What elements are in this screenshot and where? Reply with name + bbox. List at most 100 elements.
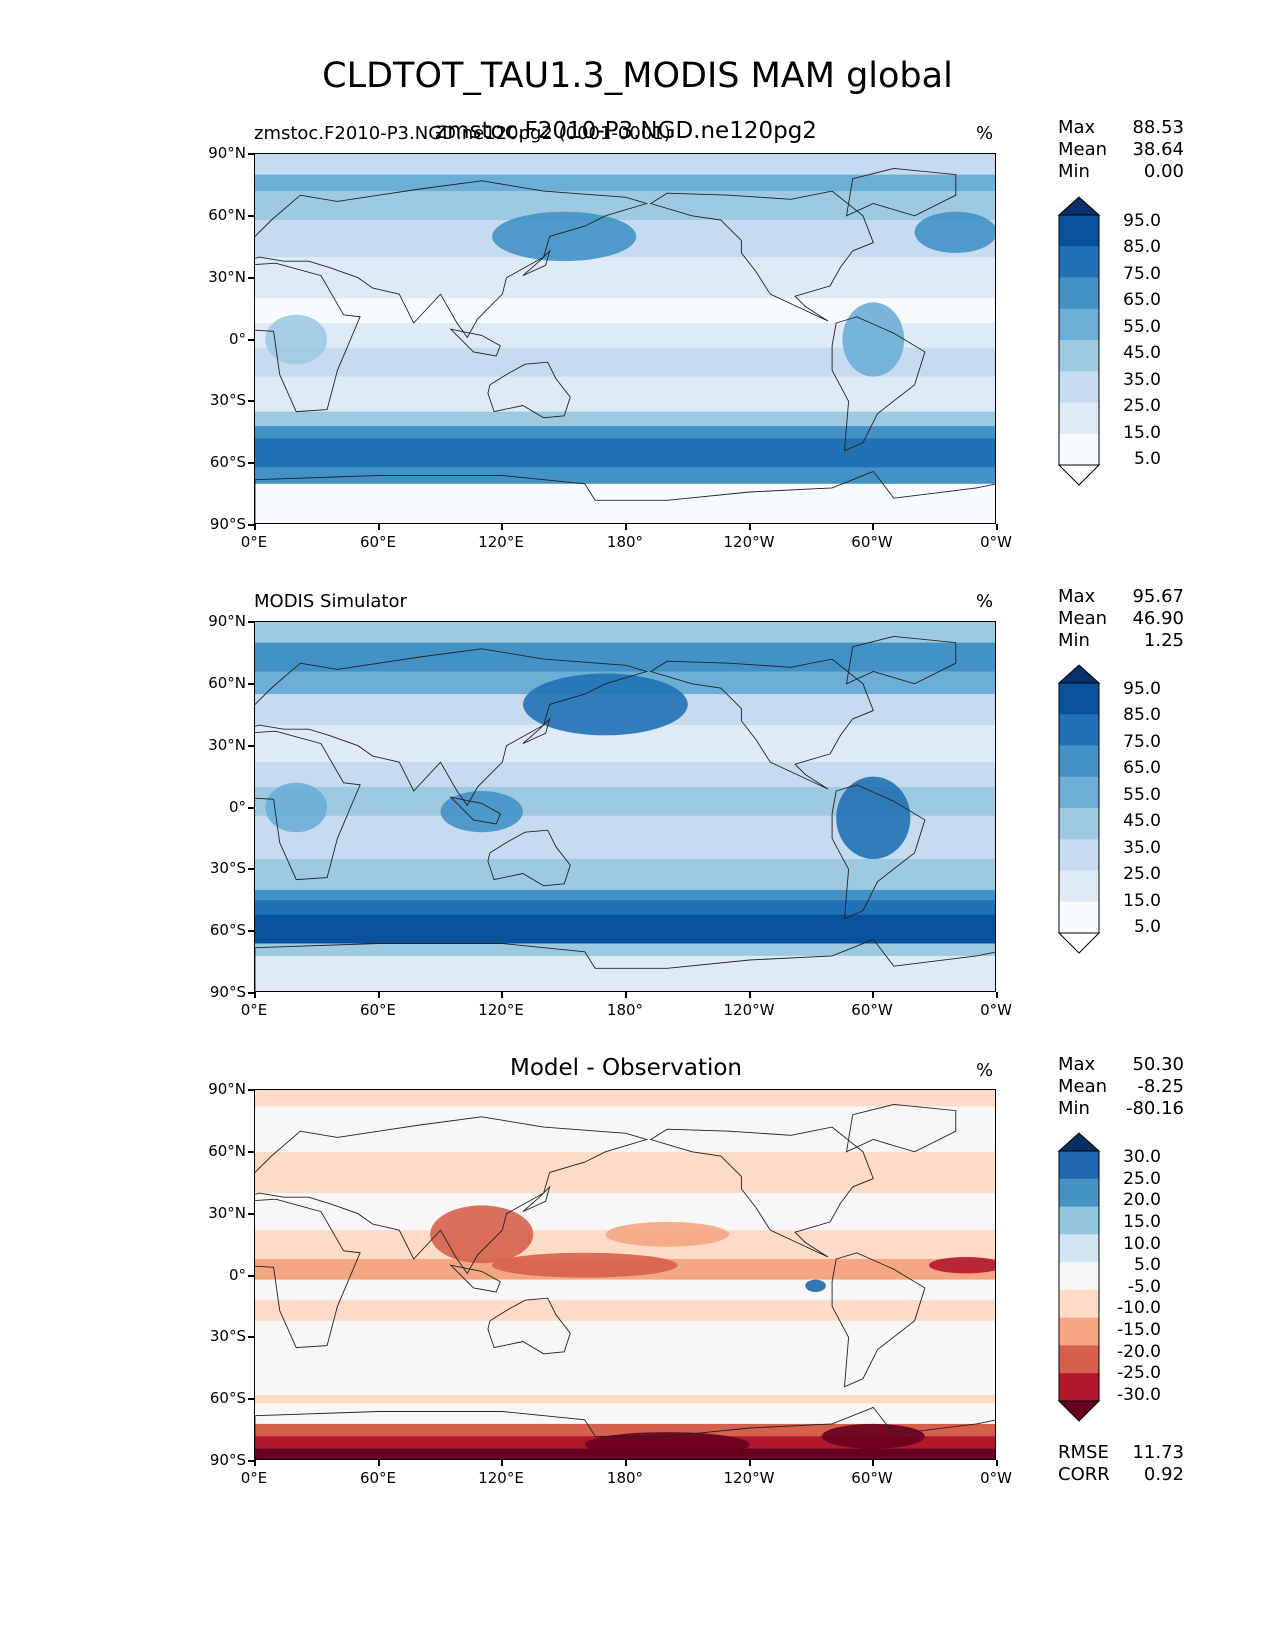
obs-field-feature (440, 791, 523, 833)
panel1-lat-tick (248, 153, 254, 155)
panel2-lon-tick (749, 992, 751, 998)
diff-field-band (255, 1151, 995, 1194)
diff-coastline (449, 1264, 501, 1293)
obs-coastline (649, 658, 874, 790)
panel1-colorbar-extend-bottom (1057, 464, 1101, 486)
panel1-map (254, 153, 996, 524)
diff-coastline (255, 1406, 995, 1459)
obs-coastline (831, 784, 926, 920)
panel2-lat-tick-label: 90°S (209, 983, 246, 1001)
model-field-band (255, 411, 995, 427)
panel3-lat-tick-label: 30°N (208, 1204, 246, 1222)
panel2-lon-tick-label: 60°W (851, 1001, 893, 1019)
panel3-colorbar-segment (1059, 1289, 1099, 1319)
panel2-lat-tick-label: 30°S (209, 859, 246, 877)
model-coastline (649, 190, 874, 322)
figure-title: CLDTOT_TAU1.3_MODIS MAM global (322, 56, 953, 96)
panel2-lon-tick-label: 0°E (240, 1001, 268, 1019)
diff-coastline (649, 1126, 874, 1258)
model-field-band (255, 257, 995, 299)
panel1-colorbar-label: 65.0 (1123, 290, 1161, 310)
panel2-lon-tick (872, 992, 874, 998)
panel3-subtitle-center: Model - Observation (509, 1055, 743, 1081)
panel1-max-value: 88.53 (1132, 117, 1184, 138)
panel1-lat-tick-label: 0° (228, 330, 246, 348)
panel1-lat-tick-label: 90°N (208, 144, 246, 162)
panel1-lat-tick (248, 400, 254, 402)
panel2-lon-tick-label: 180° (606, 1001, 644, 1019)
panel2-lat-tick (248, 868, 254, 870)
panel2-lon-tick (996, 992, 998, 998)
panel3-max-label: Max (1058, 1054, 1096, 1075)
diff-coastline (845, 1103, 957, 1153)
panel2-mean-label: Mean (1058, 608, 1108, 629)
diff-field-feature (492, 1252, 678, 1278)
panel1-lon-tick-label: 180° (606, 533, 644, 551)
model-coastline (831, 316, 926, 452)
panel3-lat-tick-label: 0° (228, 1266, 246, 1284)
panel2-colorbar-extend-bottom (1057, 932, 1101, 954)
panel2-colorbar-label: 35.0 (1123, 838, 1161, 858)
panel3-lon-tick-label: 60°E (359, 1469, 397, 1487)
model-field-feature (842, 302, 905, 377)
panel1-colorbar-segment (1059, 371, 1099, 404)
panel3-lon-tick-label: 0°E (240, 1469, 268, 1487)
obs-coastline (449, 796, 501, 825)
panel2-lat-tick (248, 683, 254, 685)
panel1-lat-tick (248, 215, 254, 217)
obs-field-feature (265, 782, 328, 833)
panel2-lon-tick-label: 60°E (359, 1001, 397, 1019)
panel3-colorbar-segment (1059, 1262, 1099, 1291)
panel2-lat-tick (248, 930, 254, 932)
panel1-colorbar-label: 5.0 (1133, 449, 1161, 469)
panel1-colorbar-segment (1059, 402, 1099, 435)
panel1-lat-tick-label: 60°N (208, 206, 246, 224)
panel1-colorbar-label: 85.0 (1123, 237, 1161, 257)
rmse-value: 11.73 (1132, 1442, 1184, 1463)
panel2-lat-tick-label: 60°S (209, 921, 246, 939)
panel3-colorbar (1057, 1132, 1101, 1422)
diff-field-band (255, 1279, 995, 1301)
obs-field-band (255, 914, 995, 945)
panel2-lat-tick (248, 745, 254, 747)
panel3-colorbar-label: 15.0 (1123, 1212, 1161, 1232)
rmse-label: RMSE (1058, 1442, 1109, 1463)
model-field-band (255, 426, 995, 439)
diff-field-band (255, 1090, 995, 1107)
panel1-lon-tick (872, 524, 874, 530)
panel1-lat-tick (248, 462, 254, 464)
panel2-colorbar-label: 65.0 (1123, 758, 1161, 778)
obs-coastline (522, 717, 551, 745)
corr-label: CORR (1058, 1464, 1110, 1485)
panel3-colorbar-label: -5.0 (1127, 1277, 1161, 1297)
model-field-band (255, 376, 995, 413)
panel2-min-label: Min (1058, 630, 1090, 651)
diff-field-band (255, 1300, 995, 1322)
panel2-lon-tick-label: 120°E (478, 1001, 524, 1019)
panel1-lon-tick-label: 120°W (723, 533, 775, 551)
panel1-lon-tick (625, 524, 627, 530)
diff-field-band (255, 1403, 995, 1425)
panel1-lon-tick (501, 524, 503, 530)
panel3-lon-tick (872, 1460, 874, 1466)
panel1-colorbar-segment (1059, 246, 1099, 279)
model-coastline (255, 262, 361, 413)
diff-field-feature (430, 1205, 534, 1264)
obs-field-band (255, 889, 995, 901)
panel2-lon-tick (501, 992, 503, 998)
panel3-lon-tick (625, 1460, 627, 1466)
panel3-lat-tick (248, 1213, 254, 1215)
panel2-colorbar-segment (1059, 808, 1099, 840)
diff-field-band (255, 1320, 995, 1396)
model-field-feature (914, 211, 995, 253)
diff-coastline (255, 1198, 361, 1349)
panel1-min-label: Min (1058, 161, 1090, 182)
panel3-lat-tick (248, 1336, 254, 1338)
panel2-max-label: Max (1058, 586, 1096, 607)
corr-value: 0.92 (1143, 1464, 1184, 1485)
panel1-colorbar-label: 55.0 (1123, 317, 1161, 337)
panel1-colorbar-label: 45.0 (1123, 343, 1161, 363)
panel2-colorbar-label: 25.0 (1123, 864, 1161, 884)
panel1-lat-tick-label: 90°S (209, 515, 246, 533)
panel2-colorbar-extend-top (1057, 664, 1101, 684)
